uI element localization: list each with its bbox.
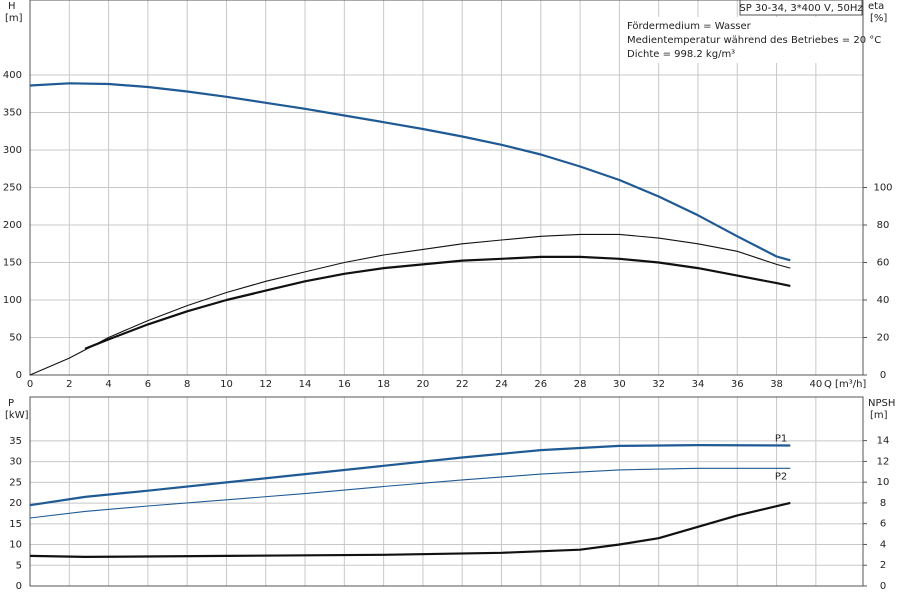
y-axis-unit: [m] <box>5 13 23 24</box>
x-axis-label: Q [m³/h] <box>824 379 866 390</box>
y2-tick-label: 20 <box>877 333 890 344</box>
y-axis-label: H <box>8 1 16 12</box>
y-tick-label: 35 <box>9 436 22 447</box>
x-tick-label: 40 <box>809 379 822 390</box>
y-tick-label: 400 <box>3 70 22 81</box>
y2-tick-label: 60 <box>877 258 890 269</box>
y-axis-label: P <box>8 398 14 409</box>
y-tick-label: 150 <box>3 258 22 269</box>
y2-tick-label: 100 <box>873 183 892 194</box>
x-tick-label: 26 <box>534 379 547 390</box>
y2-axis-unit: [%] <box>870 13 887 24</box>
x-tick-label: 12 <box>259 379 272 390</box>
y2-axis-unit: [m] <box>870 410 888 421</box>
y2-axis-label: NPSH <box>868 398 895 409</box>
y-tick-label: 50 <box>9 333 22 344</box>
x-tick-label: 10 <box>220 379 233 390</box>
y-tick-label: 25 <box>9 477 22 488</box>
x-tick-label: 18 <box>377 379 390 390</box>
y2-tick-label: 14 <box>877 436 890 447</box>
x-tick-label: 2 <box>66 379 72 390</box>
y-tick-label: 200 <box>3 220 22 231</box>
y-tick-label: 10 <box>9 540 22 551</box>
x-tick-label: 20 <box>417 379 430 390</box>
y-tick-label: 0 <box>16 370 22 381</box>
x-tick-label: 22 <box>456 379 469 390</box>
title-box <box>739 0 863 16</box>
y2-tick-label: 8 <box>880 498 886 509</box>
curve <box>29 82 791 262</box>
y-tick-label: 20 <box>9 498 22 509</box>
y2-tick-label: 12 <box>877 456 890 467</box>
y-tick-label: 30 <box>9 457 22 468</box>
x-tick-label: 6 <box>145 379 151 390</box>
curve <box>29 233 791 376</box>
y2-tick-label: 2 <box>880 560 886 571</box>
curve <box>29 467 791 519</box>
y2-axis-label: eta <box>868 1 884 12</box>
y2-tick-label: 4 <box>880 539 886 550</box>
chart-title: SP 30-34, 3*400 V, 50Hz <box>739 3 862 14</box>
y-axis-unit: [kW] <box>5 410 29 421</box>
y-tick-label: 100 <box>3 295 22 306</box>
annotation: Fördermedium = Wasser <box>627 21 752 32</box>
curve <box>84 255 791 350</box>
y2-tick-label: 40 <box>877 295 890 306</box>
x-tick-label: 24 <box>495 379 508 390</box>
annotation: Dichte = 998.2 kg/m³ <box>627 49 735 60</box>
y-tick-label: 250 <box>3 183 22 194</box>
x-tick-label: 8 <box>184 379 190 390</box>
annotation: Medientemperatur während des Betriebes =… <box>627 35 881 46</box>
x-tick-label: 16 <box>338 379 351 390</box>
x-tick-label: 28 <box>574 379 587 390</box>
y2-tick-label: 0 <box>880 581 886 592</box>
y2-tick-label: 10 <box>877 477 890 488</box>
curve <box>29 444 791 507</box>
series-label: P1 <box>775 433 787 444</box>
y-tick-label: 5 <box>16 560 22 571</box>
y2-tick-label: 80 <box>877 220 890 231</box>
x-tick-label: 14 <box>299 379 312 390</box>
plot-frame <box>29 0 864 376</box>
y2-tick-label: 0 <box>880 370 886 381</box>
y-tick-label: 300 <box>3 145 22 156</box>
curve <box>29 501 791 558</box>
x-tick-label: 36 <box>731 379 744 390</box>
y-tick-label: 15 <box>9 519 22 530</box>
x-tick-label: 38 <box>770 379 783 390</box>
y-tick-label: 350 <box>3 108 22 119</box>
x-tick-label: 32 <box>652 379 665 390</box>
y-tick-label: 0 <box>16 581 22 592</box>
x-tick-label: 34 <box>692 379 705 390</box>
x-tick-label: 30 <box>613 379 626 390</box>
x-tick-label: 4 <box>105 379 111 390</box>
plot-frame <box>29 396 864 587</box>
series-label: P2 <box>775 471 787 482</box>
y2-tick-label: 6 <box>880 519 886 530</box>
x-tick-label: 0 <box>27 379 33 390</box>
annotation-box <box>622 17 863 63</box>
